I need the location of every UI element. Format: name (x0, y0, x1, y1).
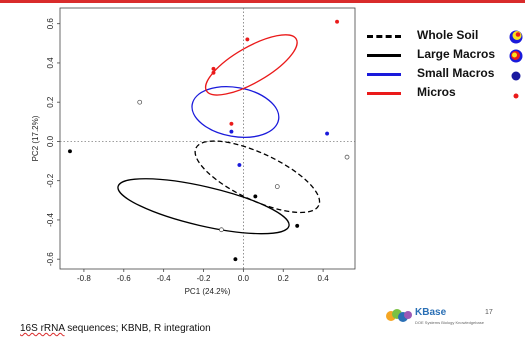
y-tick-label: 0.0 (46, 135, 55, 147)
legend: Whole Soil Large Macros Small Macros Mic… (362, 27, 523, 103)
point-micros (229, 121, 234, 126)
ellipse-large-macros (117, 178, 290, 235)
x-tick-label: 0.4 (318, 274, 330, 283)
point-small-macros (237, 162, 242, 167)
footer-caption-underlined: 16S rRNA (20, 323, 65, 334)
y-tick-label: 0.2 (46, 96, 55, 108)
x-tick-label: -0.4 (157, 274, 171, 283)
y-axis-label: PC2 (17.2%) (31, 115, 40, 161)
y-tick-label: 0.4 (46, 57, 55, 69)
x-tick-label: 0.0 (238, 274, 250, 283)
legend-line-whole-soil (367, 35, 401, 38)
point-large-macros (67, 149, 72, 154)
legend-item-small-macros: Small Macros (362, 65, 522, 84)
y-tick-label: -0.4 (46, 213, 55, 227)
blue-dot-icon (511, 71, 521, 81)
point-large-macros (253, 194, 258, 199)
point-micros (335, 19, 340, 24)
legend-label: Micros (417, 85, 456, 99)
plot-frame (59, 7, 356, 270)
point-micros (245, 37, 250, 42)
point-small-macros (325, 131, 330, 136)
page-number: 17 (485, 309, 493, 316)
ellipse-small-macros (191, 86, 280, 138)
x-tick-label: 0.2 (278, 274, 290, 283)
point-whole-soil (344, 154, 350, 160)
kbase-circles-icon (386, 309, 412, 322)
kbase-logo-tagline: DOE Systems Biology Knowledgebase (415, 320, 484, 325)
point-large-macros (295, 223, 300, 228)
y-tick-label: -0.2 (46, 173, 55, 187)
legend-line-small-macros (367, 73, 401, 76)
x-tick-label: -0.2 (197, 274, 211, 283)
point-micros (211, 70, 216, 75)
point-whole-soil (274, 184, 280, 189)
point-large-macros (233, 257, 238, 262)
top-red-rule (0, 0, 525, 3)
footer-caption-rest: sequences; KBNB, R integration (64, 323, 211, 334)
point-whole-soil (137, 99, 143, 105)
tri-color-dot-icon (509, 30, 523, 44)
point-small-macros (229, 129, 234, 134)
x-tick-label: -0.8 (77, 274, 91, 283)
legend-item-micros: Micros (362, 84, 522, 103)
red-dot-icon (513, 93, 519, 99)
legend-item-large-macros: Large Macros (362, 46, 523, 65)
tri-color-dot-icon (509, 49, 523, 63)
y-tick-label: -0.6 (46, 252, 55, 266)
point-micros (211, 66, 216, 71)
legend-label: Whole Soil (417, 28, 479, 42)
legend-item-whole-soil: Whole Soil (362, 27, 523, 46)
legend-line-micros (367, 92, 401, 95)
kbase-logo: KBase DOE Systems Biology Knowledgebase (385, 306, 484, 330)
legend-label: Small Macros (417, 66, 495, 80)
y-tick-label: 0.6 (46, 18, 55, 30)
footer-caption: 16S rRNA sequences; KBNB, R integration (20, 323, 211, 334)
legend-label: Large Macros (417, 47, 496, 61)
kbase-logo-name: KBase (415, 307, 447, 318)
legend-line-large-macros (367, 54, 401, 57)
point-whole-soil (219, 227, 224, 233)
ellipse-micros (204, 34, 298, 96)
x-axis-label: PC1 (24.2%) (185, 287, 231, 296)
x-tick-label: -0.6 (117, 274, 131, 283)
